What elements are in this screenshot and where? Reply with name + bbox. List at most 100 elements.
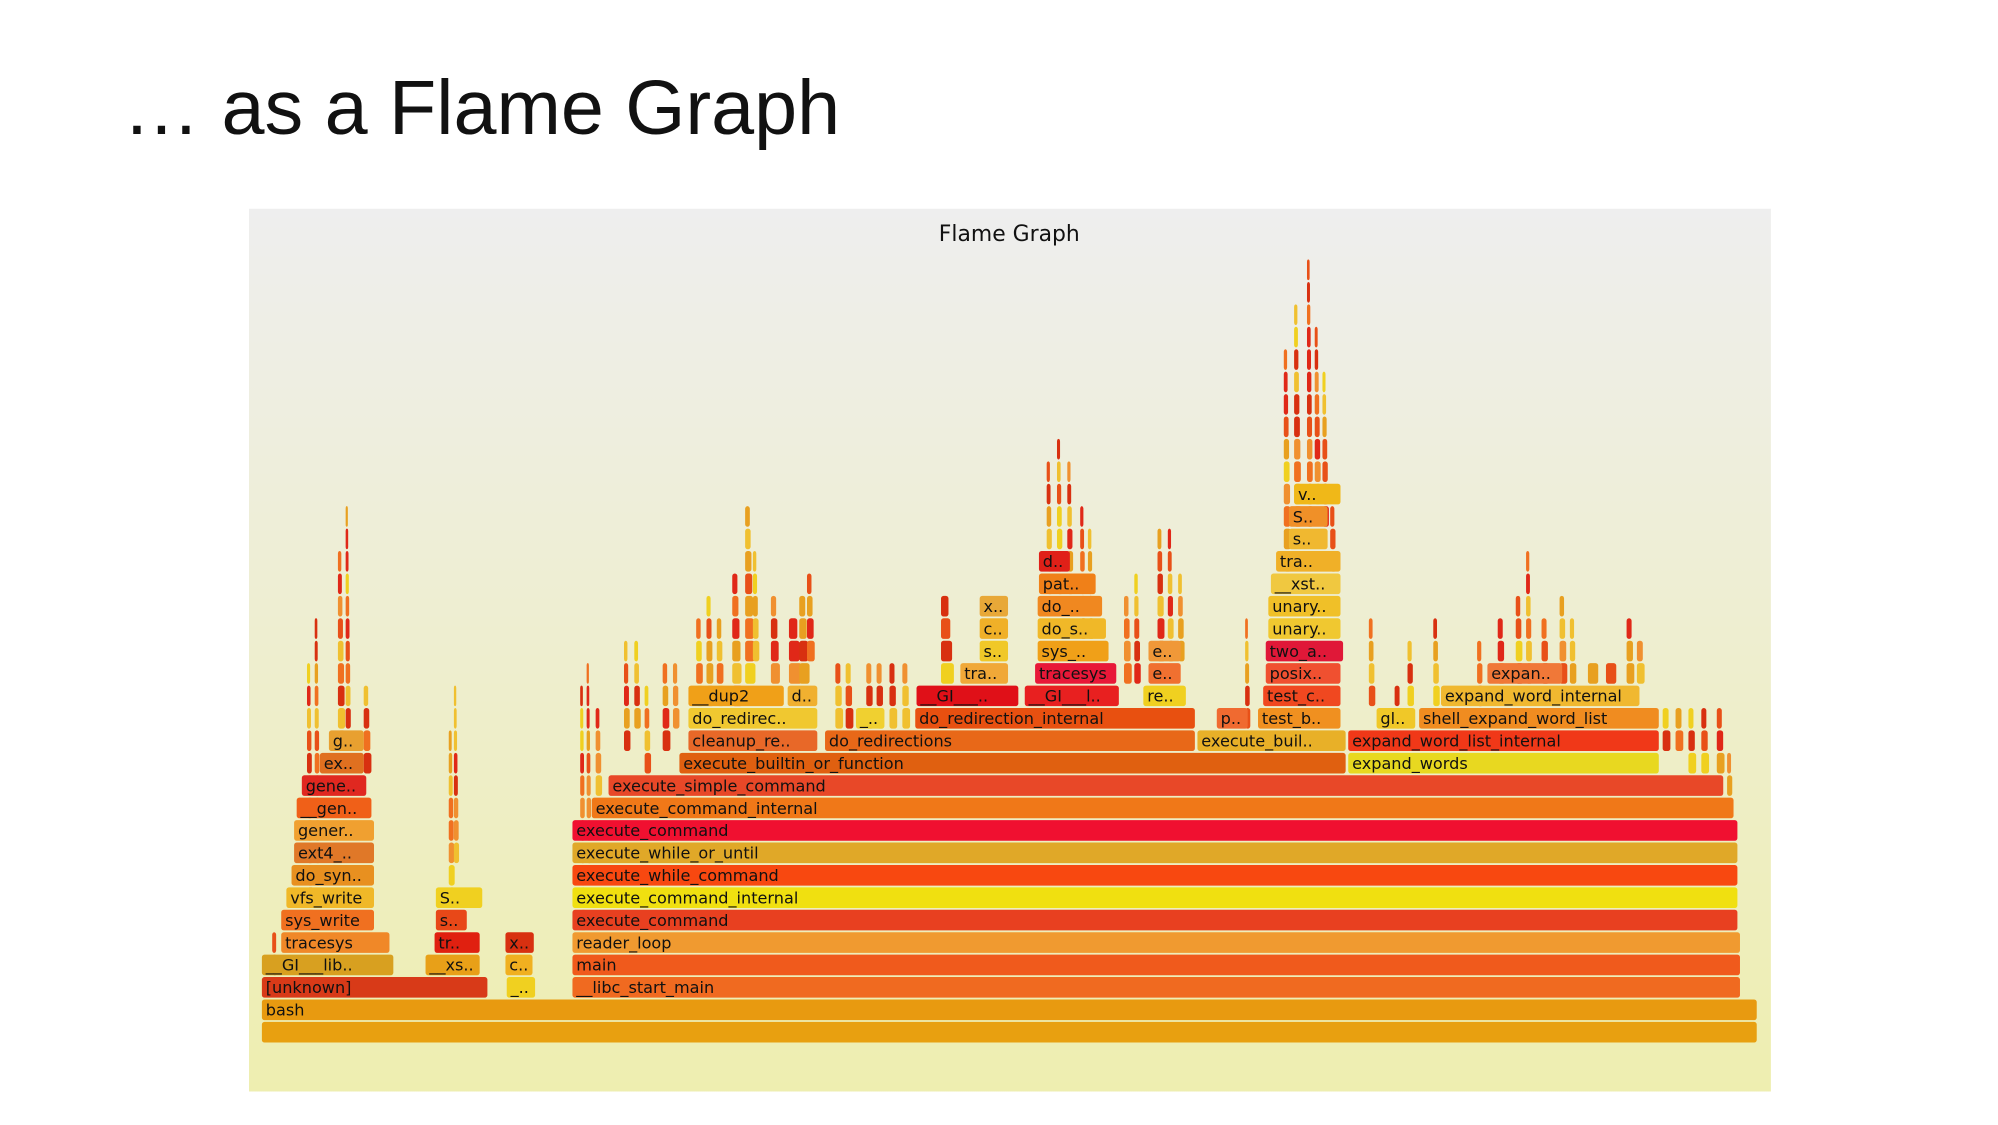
frames: bash [unknown] __libc_start_main _.. __GI___…	[261, 259, 1757, 1043]
frame	[672, 707, 680, 729]
frame	[1268, 595, 1341, 617]
frame-label: cleanup_re..	[692, 732, 790, 752]
frame	[345, 528, 349, 550]
frame	[586, 707, 590, 729]
frame	[1306, 326, 1311, 348]
frame	[453, 775, 458, 796]
frame	[916, 685, 1019, 707]
frame	[1314, 416, 1320, 438]
frame	[1143, 685, 1186, 707]
frame	[732, 640, 741, 662]
frame	[1178, 573, 1182, 595]
frame	[1056, 483, 1062, 505]
frame-label: execute_buil..	[1201, 732, 1312, 752]
frame	[1035, 663, 1117, 684]
frame	[1526, 640, 1532, 662]
frame	[1124, 663, 1132, 684]
frame	[506, 977, 536, 998]
frame	[586, 730, 590, 752]
frame	[688, 685, 784, 707]
frame-label: sys_write	[285, 911, 360, 931]
frame	[1688, 730, 1695, 752]
frame	[1080, 551, 1085, 572]
frame	[1675, 730, 1684, 752]
frame	[1626, 663, 1635, 684]
frame	[788, 618, 798, 639]
frame	[1038, 551, 1070, 572]
frame-label: sys_..	[1042, 642, 1087, 662]
frame	[1306, 281, 1310, 303]
frame-label: [unknown]	[266, 978, 352, 997]
frame-label: execute_while_command	[576, 866, 778, 886]
frame	[261, 977, 488, 998]
frame	[1477, 663, 1483, 684]
frame	[1407, 640, 1412, 662]
frame	[1330, 528, 1336, 550]
frame	[1294, 438, 1301, 460]
frame	[1157, 618, 1165, 639]
frame	[1265, 663, 1341, 684]
frame	[1294, 349, 1299, 370]
frame	[1134, 618, 1140, 639]
frame	[1497, 640, 1505, 662]
frame	[1330, 506, 1335, 527]
frame	[1716, 752, 1725, 774]
frame	[1407, 685, 1414, 707]
frame	[1056, 461, 1061, 482]
frame	[1148, 663, 1181, 684]
frame	[314, 663, 319, 684]
frame-label: d..	[792, 687, 812, 706]
frame	[453, 752, 458, 774]
frame-label: s..	[984, 642, 1003, 661]
frame	[706, 618, 712, 639]
frame	[716, 663, 724, 684]
frame	[835, 685, 842, 707]
frame-label: do_s..	[1042, 619, 1089, 639]
frame	[363, 730, 371, 752]
frame	[787, 685, 818, 707]
frame	[1306, 394, 1312, 415]
frame	[679, 752, 1346, 774]
frame	[261, 999, 1757, 1021]
frame	[1526, 551, 1530, 572]
frame	[624, 685, 629, 707]
frame	[1037, 595, 1103, 617]
frame	[572, 932, 1740, 953]
frame	[425, 954, 480, 976]
frame	[1636, 663, 1645, 684]
frame	[281, 909, 374, 931]
frame	[624, 730, 631, 752]
frame-label: gl..	[1380, 709, 1405, 728]
frame	[1283, 506, 1291, 527]
frame	[1134, 663, 1141, 684]
frame	[448, 752, 453, 774]
frame	[1306, 371, 1312, 393]
frame	[1216, 707, 1248, 729]
frame	[1294, 304, 1298, 325]
frame	[732, 618, 740, 639]
frame	[806, 618, 814, 639]
frame	[1477, 640, 1482, 662]
frame	[572, 864, 1738, 886]
frame	[328, 730, 364, 752]
frame	[1294, 371, 1299, 393]
frame	[272, 932, 277, 953]
frame	[595, 730, 601, 752]
frame	[1322, 416, 1327, 438]
frame	[1067, 461, 1071, 482]
frame	[770, 640, 779, 662]
frame-label: do_redirec..	[692, 709, 786, 729]
frame	[345, 573, 349, 595]
frame	[1283, 438, 1290, 460]
frame	[453, 820, 459, 841]
frame	[866, 663, 872, 684]
frame	[845, 707, 854, 729]
frame	[806, 573, 812, 595]
frame	[1157, 551, 1163, 572]
frame-label: ex..	[324, 754, 353, 773]
frame	[595, 752, 602, 774]
frame	[1167, 618, 1174, 639]
frame	[915, 707, 1195, 729]
